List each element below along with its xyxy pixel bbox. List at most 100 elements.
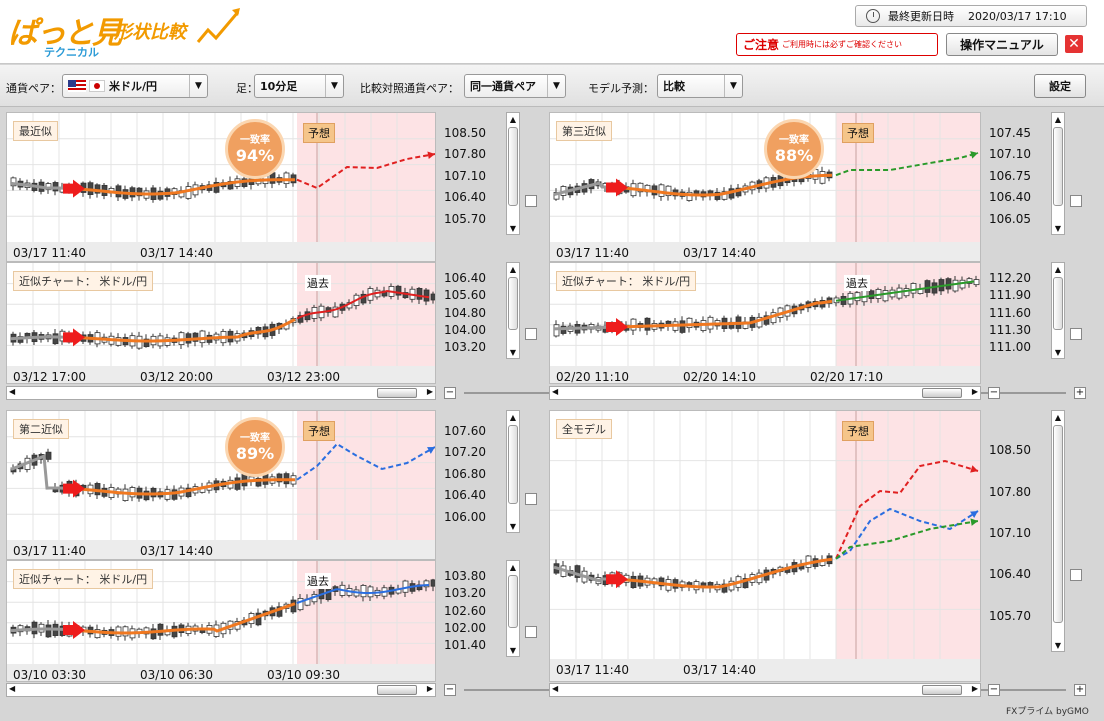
zoom-slider-handle[interactable] (1070, 327, 1082, 340)
zoom-slider-handle[interactable] (1070, 568, 1082, 581)
scroll-up-icon: ▲ (509, 264, 517, 274)
chart-second-history: 近似チャート： 米ドル/円 過去 03/10 03:30 03/10 06:30 03/… (6, 560, 436, 682)
scroll-up-icon: ▲ (1054, 412, 1062, 422)
forecast-arrow-icon (427, 447, 435, 454)
scroll-down-icon: ▼ (509, 223, 517, 233)
pair-select[interactable]: 米ドル/円 ▼ (62, 74, 208, 98)
zoom-out-icon[interactable]: − (444, 387, 456, 399)
scroll-thumb[interactable] (1053, 425, 1063, 623)
candle (637, 182, 644, 193)
scroll-thumb[interactable] (508, 127, 518, 206)
last-updated: 最終更新日時 2020/03/17 17:10 (855, 5, 1087, 27)
zoom-out-icon[interactable]: − (988, 387, 1000, 399)
manual-button[interactable]: 操作マニュアル (946, 33, 1058, 56)
horizontal-scrollbar[interactable]: ◀ ▶ (6, 386, 436, 400)
vertical-scrollbar[interactable]: ▲ ▼ (506, 560, 520, 657)
scroll-thumb[interactable] (922, 388, 962, 398)
y-tick-label: 111.90 (989, 288, 1031, 303)
zoom-out-icon[interactable]: − (444, 684, 456, 696)
scroll-left-icon[interactable]: ◀ (552, 684, 559, 693)
y-tick-label: 107.20 (444, 445, 486, 459)
horizontal-scrollbar[interactable]: ◀ ▶ (549, 683, 981, 697)
candle (644, 317, 651, 331)
us-flag-icon (68, 80, 86, 92)
y-tick-label: 106.40 (444, 190, 486, 204)
y-tick-label: 106.40 (989, 190, 1031, 204)
model-select[interactable]: 比較 ▼ (657, 74, 743, 98)
y-tick-label: 106.80 (444, 466, 486, 481)
caution-button[interactable]: ご注意 ご利用時には必ずご確認ください (736, 33, 938, 56)
scroll-left-icon[interactable]: ◀ (9, 387, 16, 396)
vertical-scrollbar[interactable]: ▲ ▼ (1051, 262, 1065, 359)
scroll-left-icon[interactable]: ◀ (9, 684, 16, 693)
zoom-slider-handle[interactable] (525, 327, 537, 340)
scroll-thumb[interactable] (508, 425, 518, 504)
candle (973, 279, 980, 286)
scroll-down-icon: ▼ (1054, 347, 1062, 357)
x-tick-label: 02/20 14:10 (683, 370, 756, 384)
scroll-left-icon[interactable]: ◀ (552, 387, 559, 396)
start-arrow-icon (63, 328, 85, 347)
scroll-down-icon: ▼ (1054, 223, 1062, 233)
close-icon[interactable]: ✕ (1065, 35, 1083, 53)
zoom-track[interactable] (1008, 689, 1066, 691)
vertical-scrollbar[interactable]: ▲ ▼ (1051, 410, 1065, 652)
chevron-down-icon: ▼ (547, 75, 565, 97)
scroll-thumb[interactable] (1053, 127, 1063, 206)
scroll-thumb[interactable] (508, 575, 518, 628)
scroll-thumb[interactable] (1053, 277, 1063, 330)
zoom-slider-handle[interactable] (525, 492, 537, 505)
scroll-thumb[interactable] (377, 388, 417, 398)
zoom-slider-handle[interactable] (1070, 194, 1082, 207)
y-tick-label: 104.00 (444, 322, 486, 337)
candle (213, 182, 220, 193)
zoom-in-icon[interactable]: + (1074, 684, 1086, 696)
foot-value: 10分足 (260, 80, 298, 93)
zoom-out-icon[interactable]: − (988, 684, 1000, 696)
vertical-scrollbar[interactable]: ▲ ▼ (506, 262, 520, 359)
past-tag: 過去 (305, 573, 331, 589)
y-tick-label: 103.80 (444, 569, 486, 584)
candle (136, 187, 143, 197)
compare-value: 同一通貨ペア (470, 80, 536, 93)
vertical-scrollbar[interactable]: ▲ ▼ (1051, 112, 1065, 235)
chart-closest-history: 近似チャート： 米ドル/円 過去 03/12 17:00 03/12 20:00 03/… (6, 262, 436, 384)
settings-button[interactable]: 設定 (1034, 74, 1086, 98)
candle (416, 287, 423, 300)
horizontal-scrollbar[interactable]: ◀ ▶ (6, 683, 436, 697)
scroll-thumb[interactable] (508, 277, 518, 330)
y-tick-label: 102.60 (444, 603, 486, 618)
scroll-right-icon[interactable]: ▶ (971, 684, 978, 693)
y-tick-label: 105.70 (989, 608, 1031, 623)
pair-value: 米ドル/円 (109, 80, 158, 93)
zoom-slider-handle[interactable] (525, 194, 537, 207)
app-logo: ぱっと見 テクニカル 形状比較 (6, 4, 240, 59)
zoom-slider-handle[interactable] (525, 625, 537, 638)
scroll-down-icon: ▼ (1054, 640, 1062, 650)
compare-label: 比較対照通貨ペア： (360, 82, 459, 95)
foot-label: 足： (236, 82, 258, 95)
scroll-right-icon[interactable]: ▶ (426, 684, 433, 693)
scroll-up-icon: ▲ (509, 412, 517, 422)
x-axis-strip (7, 664, 435, 681)
x-axis-strip (550, 242, 980, 261)
vertical-scrollbar[interactable]: ▲ ▼ (506, 410, 520, 533)
zoom-track[interactable] (1008, 392, 1066, 394)
scroll-right-icon[interactable]: ▶ (426, 387, 433, 396)
y-tick-label: 101.40 (444, 637, 486, 652)
foot-select[interactable]: 10分足 ▼ (254, 74, 344, 98)
vertical-scrollbar[interactable]: ▲ ▼ (506, 112, 520, 235)
x-tick-label: 03/12 17:00 (13, 370, 86, 384)
candle (45, 624, 52, 638)
candle (679, 320, 686, 333)
horizontal-scrollbar[interactable]: ◀ ▶ (549, 386, 981, 400)
zoom-in-icon[interactable]: + (1074, 387, 1086, 399)
scroll-right-icon[interactable]: ▶ (971, 387, 978, 396)
y-tick-label: 106.00 (444, 509, 486, 524)
brand-footer: FXプライム byGMO (1006, 707, 1089, 717)
compare-select[interactable]: 同一通貨ペア ▼ (464, 74, 566, 98)
scroll-thumb[interactable] (377, 685, 417, 695)
y-tick-label: 108.50 (444, 125, 486, 140)
scroll-thumb[interactable] (922, 685, 962, 695)
y-tick-label: 112.20 (989, 271, 1031, 286)
